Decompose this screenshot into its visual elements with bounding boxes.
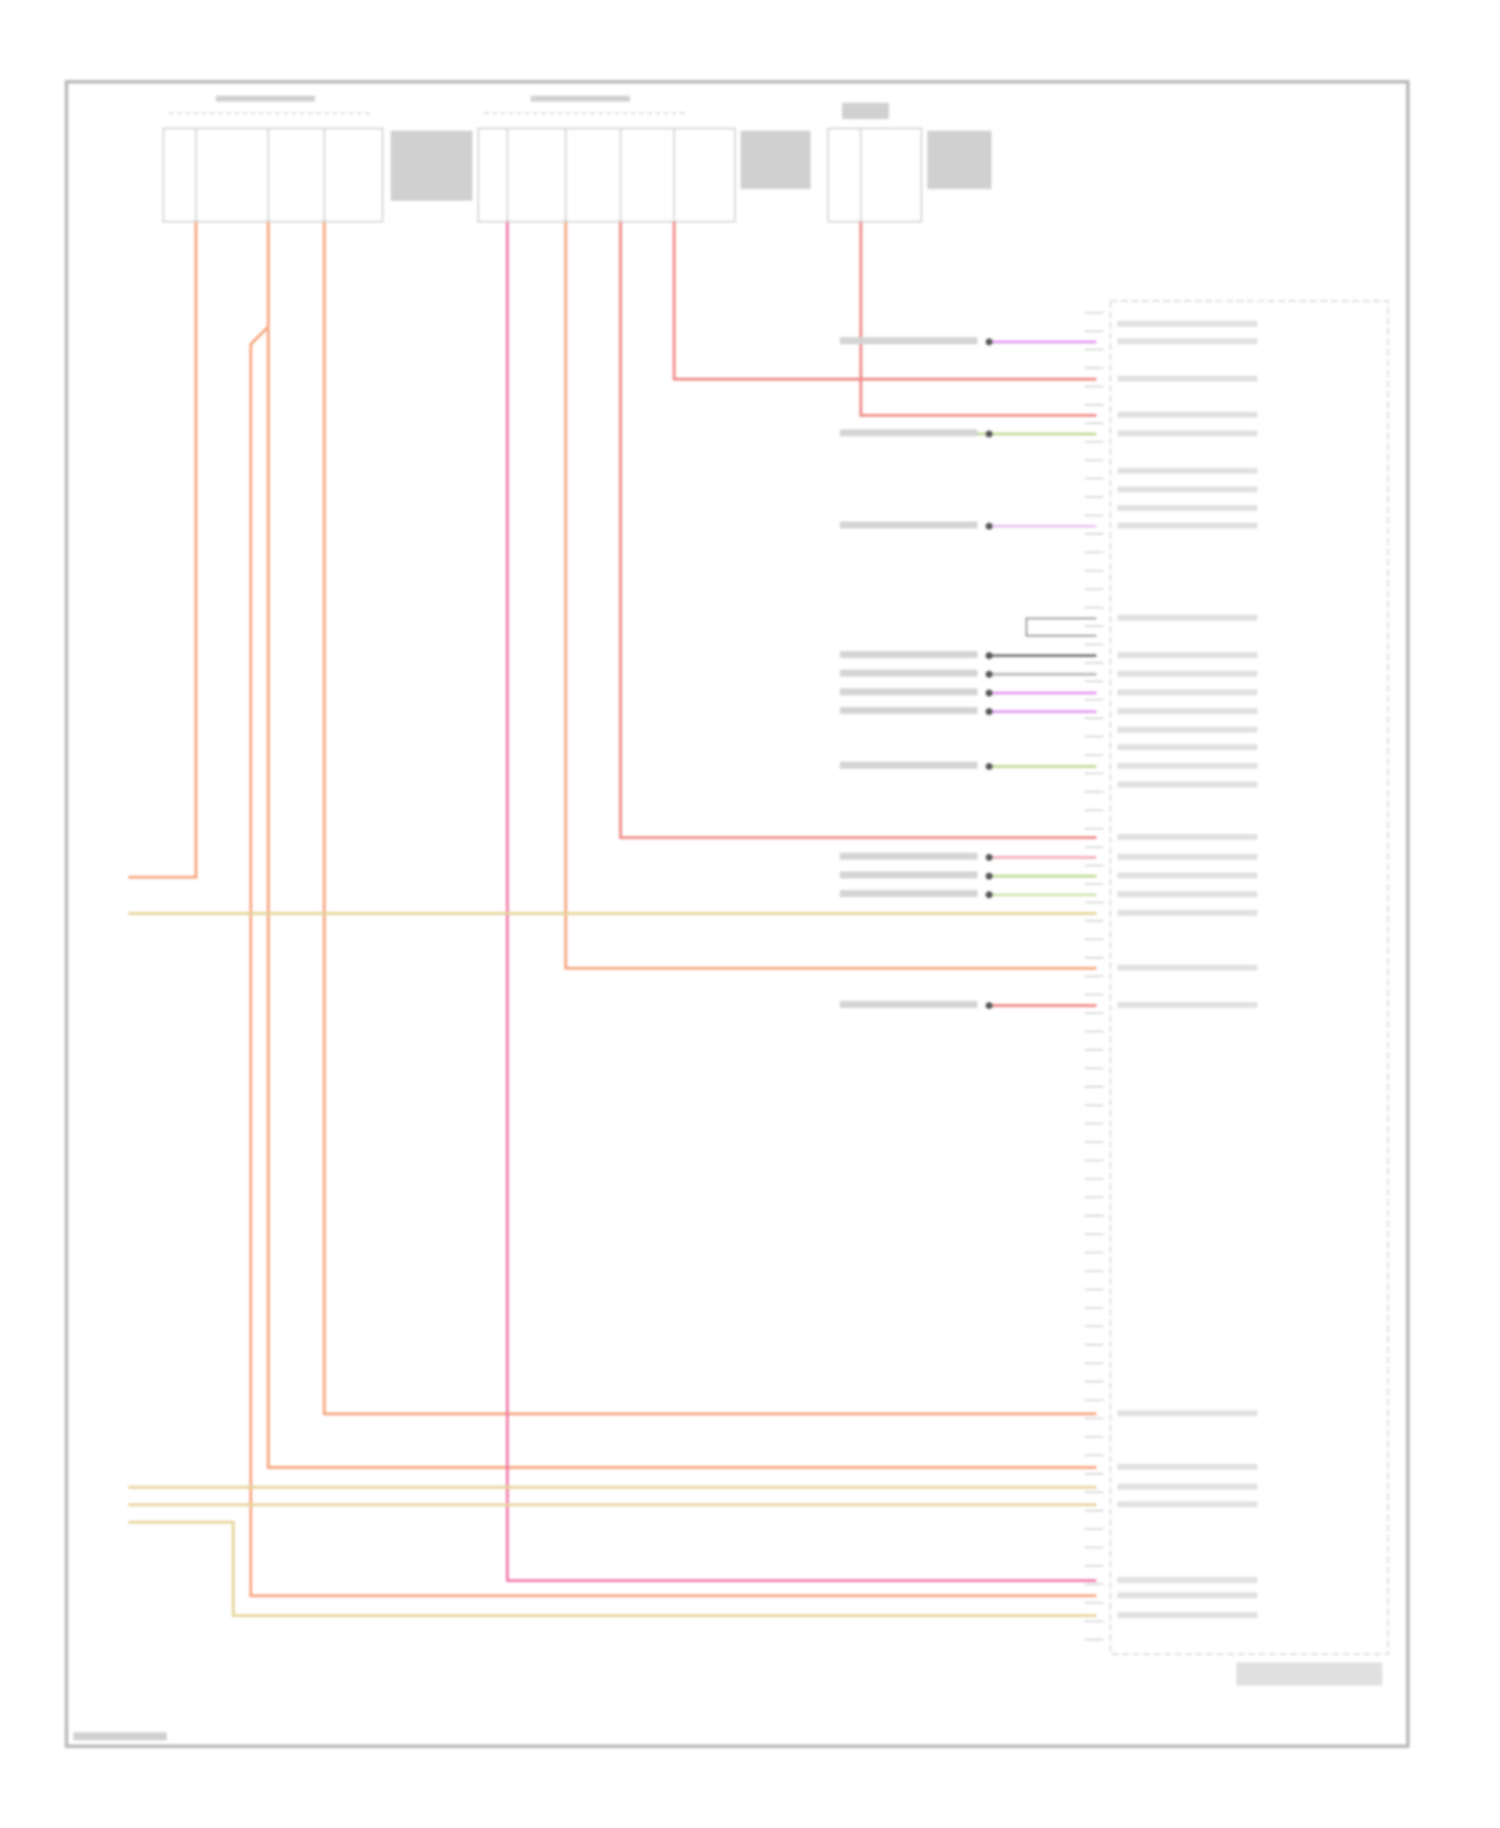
connector-dot: [985, 670, 993, 678]
wire-destination-label: [839, 706, 978, 714]
wire-pink-4: [505, 221, 1097, 1583]
fuse-labels: [215, 95, 992, 201]
wire-destination-label: [839, 429, 978, 437]
wire-destination-label: [839, 761, 978, 769]
pin-function-label: [1117, 1577, 1258, 1583]
connector-dot: [985, 1002, 993, 1010]
wire-red-6: [619, 221, 1097, 839]
wire-red-7: [672, 221, 1097, 381]
pin-function-label: [1117, 467, 1258, 474]
pin-function-label: [1117, 320, 1258, 327]
pin-function-label: [1117, 834, 1258, 840]
fuse-box-1: [162, 112, 384, 223]
wire-destination-label: [839, 871, 978, 879]
pin-function-label: [1117, 1410, 1258, 1417]
wire-orange-3: [322, 221, 1097, 1416]
wire-tan-4: [128, 1520, 1097, 1617]
pin-function-label: [1117, 689, 1258, 696]
pin-function-label: [1117, 1501, 1258, 1508]
wire-destination-label: [839, 669, 978, 677]
pin-function-label: [1117, 726, 1258, 733]
wire-red-8: [859, 221, 1097, 417]
pin-function-label: [1117, 486, 1258, 493]
wire-destination-label: [839, 852, 978, 860]
control-module: [1109, 300, 1389, 1655]
fuse-box-3: [827, 127, 923, 223]
pin-function-label: [1117, 522, 1258, 529]
connector-dot: [985, 872, 993, 880]
wire-destination-label: [839, 1000, 978, 1008]
pin-function-label: [1117, 781, 1258, 788]
wire-labels: [839, 320, 1258, 1618]
connector-dot: [985, 708, 993, 716]
pin-function-label: [1117, 338, 1258, 345]
pin-function-label: [1117, 375, 1258, 382]
wire-orange-5: [564, 221, 1097, 970]
connector-dot: [985, 522, 993, 530]
pin-function-label: [1117, 872, 1258, 879]
connector-dot: [985, 652, 993, 660]
wire-orange-2-branch: [249, 325, 1097, 1598]
pin-function-label: [1117, 1612, 1258, 1618]
diagram-code: [73, 1732, 167, 1741]
pin-function-label: [1117, 1483, 1258, 1490]
wire-destination-label: [839, 521, 978, 529]
pin-function-label: [1117, 505, 1258, 512]
pin-function-label: [1117, 1002, 1258, 1008]
connector-dot: [985, 853, 993, 861]
wire-destination-label: [839, 688, 978, 696]
pin-function-label: [1117, 1463, 1258, 1470]
pin-function-label: [1117, 909, 1258, 916]
pin-function-label: [1117, 614, 1258, 621]
diagram-frame: [64, 80, 1410, 1748]
module-label: [1236, 1662, 1383, 1686]
connector-dots: [985, 338, 993, 1010]
pin-function-label: [1117, 744, 1258, 751]
fuse-box-2: [477, 112, 736, 223]
wire-destination-label: [839, 650, 978, 658]
connector-dot: [985, 338, 993, 346]
pin-function-label: [1117, 853, 1258, 860]
pin-function-label: [1117, 430, 1258, 437]
pin-function-label: [1117, 652, 1258, 658]
wires: [128, 221, 1097, 1617]
pin-function-label: [1117, 708, 1258, 714]
wire-orange-1: [128, 221, 198, 879]
connector-dot: [985, 430, 993, 438]
wire-destination-label: [839, 890, 978, 898]
twisted-pair: [1025, 617, 1097, 637]
module-pins: [1084, 312, 1104, 1641]
connector-dot: [985, 762, 993, 770]
pin-function-label: [1117, 891, 1258, 898]
pin-function-label: [1117, 411, 1258, 418]
wire-destination-label: [839, 337, 978, 345]
wire-orange-2: [266, 221, 1097, 1469]
pin-function-label: [1117, 964, 1258, 971]
connector-dot: [985, 689, 993, 697]
pin-function-label: [1117, 670, 1258, 677]
pin-function-label: [1117, 762, 1258, 769]
connector-dot: [985, 891, 993, 899]
pin-function-label: [1117, 1592, 1258, 1599]
